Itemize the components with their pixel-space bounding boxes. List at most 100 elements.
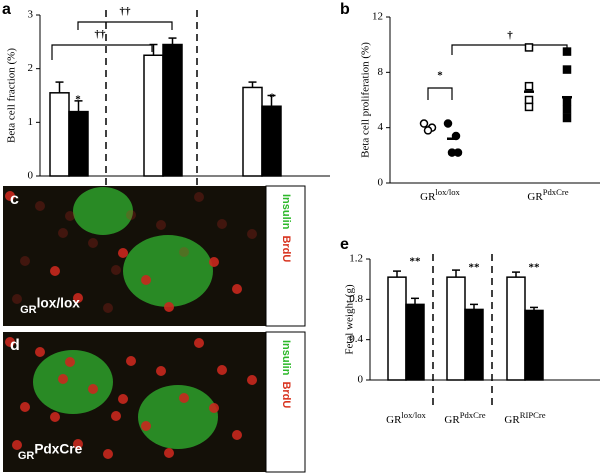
- nucleus: [179, 393, 189, 403]
- point: [443, 119, 453, 128]
- y-tick-label: 3: [28, 9, 34, 21]
- panel-letter: c: [10, 191, 19, 208]
- genotype-label: GRPdxCre: [18, 441, 83, 462]
- nucleus: [164, 302, 174, 312]
- bar: [387, 276, 407, 381]
- cell-cluster: [138, 385, 218, 449]
- nucleus: [35, 201, 45, 211]
- nucleus: [12, 294, 22, 304]
- point: [562, 113, 572, 123]
- nucleus: [88, 384, 98, 394]
- stain-legend-box: [265, 185, 306, 327]
- y-tick-label: 1.2: [349, 253, 363, 265]
- nucleus: [217, 219, 227, 229]
- stain-brdu: BrdU: [280, 381, 292, 408]
- bracket: [427, 87, 453, 100]
- nucleus: [194, 192, 204, 202]
- point: [562, 105, 572, 114]
- nucleus: [126, 210, 136, 220]
- bar: [524, 309, 544, 381]
- point: [562, 97, 572, 106]
- x-tick-label: GRlox/lox: [386, 410, 426, 426]
- stain-legend: Insulin BrdU: [280, 194, 292, 262]
- genotype-label-sup: PdxCre: [34, 441, 82, 456]
- bracket: [77, 21, 173, 30]
- x-tick-label-main: GR: [386, 414, 402, 426]
- annotation: **: [410, 256, 422, 268]
- nucleus: [209, 403, 219, 413]
- x-tick-label: GRPdxCre: [444, 410, 485, 426]
- x-tick-label-sup: PdxCre: [460, 410, 486, 420]
- genotype-label-main: GR: [20, 304, 37, 316]
- genotype-label: GRlox/lox: [20, 295, 80, 316]
- annotation: ††: [95, 29, 107, 41]
- cell-cluster: [33, 350, 113, 414]
- annotation: *: [75, 94, 81, 106]
- x-tick-label-sup: lox/lox: [435, 187, 460, 197]
- nucleus: [209, 257, 219, 267]
- x-tick-label-sup: PdxCre: [543, 187, 569, 197]
- nucleus: [50, 412, 60, 422]
- nucleus: [103, 303, 113, 313]
- nucleus: [12, 440, 22, 450]
- y-tick-label: 0: [358, 374, 364, 386]
- bar: [446, 276, 466, 381]
- panel-letter: d: [10, 337, 20, 354]
- nucleus: [5, 337, 15, 347]
- nucleus: [58, 228, 68, 238]
- y-tick-label: 8: [378, 66, 384, 78]
- nucleus: [35, 347, 45, 357]
- bracket: [51, 44, 153, 60]
- nucleus: [126, 356, 136, 366]
- point: [562, 65, 572, 74]
- nucleus: [20, 402, 30, 412]
- stain-legend-box: [265, 331, 306, 473]
- x-tick-label-main: GR: [527, 191, 543, 203]
- bar: [143, 54, 164, 177]
- annotation: †: [507, 30, 513, 42]
- x-tick-label-sup: lox/lox: [401, 410, 426, 420]
- point: [451, 131, 461, 141]
- x-tick-label: GRPdxCre: [527, 187, 568, 203]
- bar: [242, 86, 263, 177]
- bar: [405, 303, 425, 381]
- y-tick-label: 0.4: [349, 333, 363, 345]
- y-tick-label: 4: [378, 121, 384, 133]
- nucleus: [194, 338, 204, 348]
- nucleus: [156, 366, 166, 376]
- annotation: **: [469, 262, 481, 274]
- panel-letter: e: [340, 236, 349, 253]
- genotype-label-sup: lox/lox: [37, 295, 81, 310]
- stain-insulin: Insulin: [280, 194, 292, 230]
- y-tick-label: 2: [28, 62, 34, 74]
- bar: [68, 110, 89, 177]
- point: [562, 47, 572, 56]
- nucleus: [118, 394, 128, 404]
- y-tick-label: 0.8: [349, 293, 363, 305]
- nucleus: [111, 411, 121, 421]
- bar: [506, 276, 526, 381]
- nucleus: [65, 211, 75, 221]
- point: [423, 126, 433, 135]
- nucleus: [111, 265, 121, 275]
- y-axis-label: Beta cell proliferation (%): [360, 42, 372, 158]
- nucleus: [58, 374, 68, 384]
- nucleus: [247, 375, 257, 385]
- panel-letter: a: [2, 1, 11, 18]
- x-tick-label-main: GR: [444, 414, 460, 426]
- y-axis-label: Fetal weight (g): [344, 284, 356, 355]
- bar: [464, 308, 484, 381]
- nucleus: [232, 284, 242, 294]
- point: [524, 43, 534, 52]
- nucleus: [217, 365, 227, 375]
- stain-brdu: BrdU: [280, 235, 292, 262]
- annotation: *: [437, 70, 443, 82]
- nucleus: [232, 430, 242, 440]
- annotation: ††: [120, 6, 132, 18]
- nucleus: [5, 191, 15, 201]
- panel-letter: b: [340, 1, 350, 18]
- point: [524, 102, 534, 112]
- nucleus: [164, 448, 174, 458]
- bracket: [451, 44, 568, 55]
